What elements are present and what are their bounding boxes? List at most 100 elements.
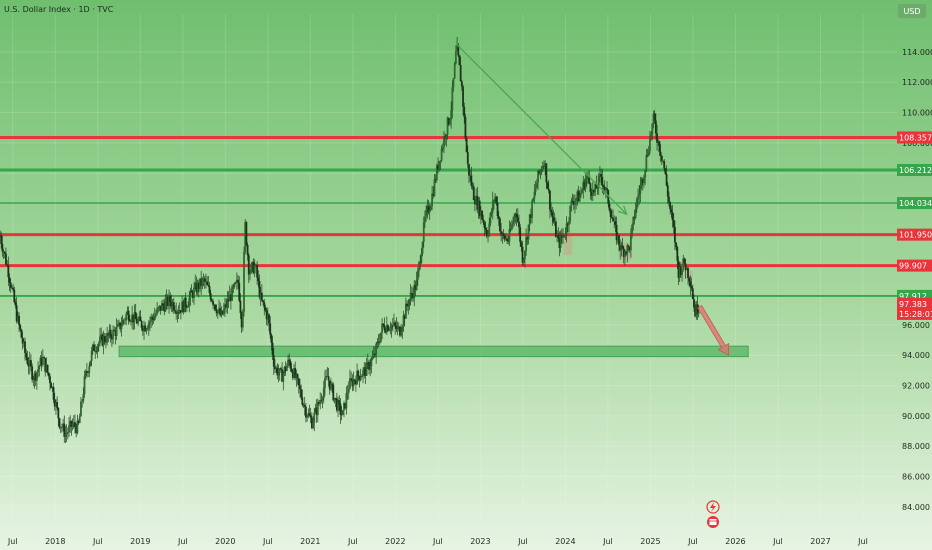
candle-body xyxy=(158,305,161,308)
candle-body xyxy=(453,63,456,79)
candle-body xyxy=(20,329,23,338)
candle-body xyxy=(238,282,241,301)
candle-body xyxy=(255,264,257,266)
candle-body xyxy=(479,210,482,217)
candle-body xyxy=(143,325,145,332)
candle-body xyxy=(657,141,660,143)
candle-body xyxy=(71,424,74,427)
candle-body xyxy=(577,191,580,202)
candle-body xyxy=(527,224,530,240)
candle-body xyxy=(625,251,628,255)
candle-body xyxy=(235,279,238,283)
level-label: 106.212 xyxy=(899,166,932,175)
candle-body xyxy=(276,367,279,376)
candle-body xyxy=(2,251,5,252)
candle-body xyxy=(428,210,431,213)
calendar-icon[interactable] xyxy=(707,516,719,528)
currency-badge[interactable]: USD xyxy=(898,4,926,18)
candle-body xyxy=(364,367,367,376)
last-price-label: 97.383 xyxy=(899,300,927,309)
candle-body xyxy=(290,368,293,372)
candle-body xyxy=(69,420,72,426)
y-tick-label: 88.000 xyxy=(902,442,930,451)
time-axis[interactable]: Jul 2018 Jul 2019 Jul 2020 Jul 2021 Jul 2022 Jul 20… xyxy=(7,537,868,546)
y-tick-label: 92.000 xyxy=(902,382,930,391)
candle-body xyxy=(358,376,361,381)
candle-body xyxy=(243,251,245,312)
candle-body xyxy=(524,251,526,260)
candle-body xyxy=(196,282,199,293)
candle-body xyxy=(59,427,62,428)
candle-body xyxy=(357,370,360,377)
candle-body xyxy=(253,264,256,274)
candle-body xyxy=(33,373,36,381)
candle-body xyxy=(694,307,697,317)
candle-body xyxy=(457,44,460,56)
candle-body xyxy=(568,221,570,226)
candle-body xyxy=(328,380,331,390)
candle-body xyxy=(419,262,422,264)
candle-body xyxy=(589,183,592,192)
candle-body xyxy=(547,188,550,191)
candle-body xyxy=(563,235,566,237)
candle-body xyxy=(475,195,478,205)
candle-body xyxy=(509,228,512,230)
candle-body xyxy=(634,208,637,218)
candle-body xyxy=(688,278,691,282)
candle-body xyxy=(128,320,131,322)
candle-body xyxy=(545,163,548,183)
candle-body xyxy=(370,359,373,367)
candle-body xyxy=(534,188,537,192)
candle-body xyxy=(674,226,676,243)
candle-body xyxy=(146,328,149,330)
candle-body xyxy=(381,323,383,333)
candle-body xyxy=(401,327,404,332)
candle-body xyxy=(124,319,126,321)
candle-body xyxy=(693,299,695,308)
candle-body xyxy=(433,179,436,196)
candle-body xyxy=(591,189,594,196)
candle-body xyxy=(53,399,56,407)
candle-body xyxy=(275,367,278,370)
candle-body xyxy=(195,282,198,293)
candle-body xyxy=(554,221,557,237)
candle-body xyxy=(365,362,368,376)
annotations xyxy=(456,43,730,356)
candle-body xyxy=(583,181,586,190)
candle-body xyxy=(93,344,95,351)
candle-body xyxy=(171,302,174,307)
candle-body xyxy=(152,318,155,320)
candle-body xyxy=(562,235,564,238)
candle-body xyxy=(308,413,311,416)
level-label: 99.907 xyxy=(899,262,927,271)
candle-body xyxy=(606,188,608,191)
candle-body xyxy=(408,299,411,306)
candle-body xyxy=(334,397,337,400)
candle-body xyxy=(197,282,200,290)
candle-body xyxy=(501,233,504,235)
x-tick-label: 2019 xyxy=(130,537,150,546)
candle-body xyxy=(97,343,100,347)
candle-body xyxy=(645,155,648,170)
candle-body xyxy=(569,205,572,222)
candle-body xyxy=(169,295,172,302)
candle-body xyxy=(439,160,442,162)
candle-body xyxy=(412,294,414,299)
level-label: 97.912 xyxy=(899,292,927,301)
level-label: 104.034 xyxy=(899,199,932,208)
lightning-icon[interactable] xyxy=(706,500,720,514)
candle-body xyxy=(106,333,109,343)
candle-body xyxy=(368,361,370,370)
candle-body xyxy=(31,366,34,380)
candle-body xyxy=(602,185,605,188)
candle-body xyxy=(528,214,531,225)
candle-body xyxy=(407,305,410,307)
level-label-bg xyxy=(897,164,932,177)
candle-body xyxy=(452,78,455,88)
x-tick-label: Jul xyxy=(347,537,358,546)
candle-body xyxy=(232,286,235,288)
candle-body xyxy=(593,189,595,193)
candle-body xyxy=(312,422,314,429)
candle-body xyxy=(697,312,700,314)
